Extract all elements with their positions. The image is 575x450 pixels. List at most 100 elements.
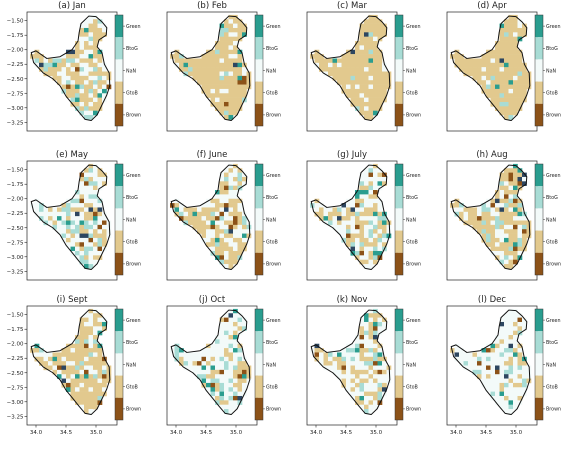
cell	[70, 378, 76, 384]
cell	[188, 58, 193, 64]
cell	[215, 45, 220, 51]
cell	[70, 84, 76, 90]
cell	[43, 216, 49, 221]
cell	[75, 400, 80, 405]
cell	[328, 71, 333, 77]
cell	[233, 181, 238, 186]
cell	[504, 409, 509, 414]
cell	[323, 352, 329, 358]
cell	[513, 220, 518, 226]
cell	[382, 382, 387, 388]
colorbar-segment	[535, 103, 543, 126]
cell	[359, 198, 365, 204]
cell	[84, 343, 89, 349]
cell	[504, 75, 509, 81]
region-outline	[30, 164, 111, 271]
cell	[219, 369, 225, 375]
cell	[75, 41, 80, 46]
cell	[88, 321, 94, 327]
cell	[102, 27, 107, 33]
cell	[517, 313, 523, 318]
cell	[355, 49, 360, 55]
colorbar-segment	[115, 59, 123, 82]
cell	[66, 58, 71, 64]
cell	[97, 211, 103, 217]
cell	[224, 75, 229, 81]
cell	[228, 259, 234, 265]
cell	[508, 313, 514, 318]
cell	[188, 71, 193, 77]
cell	[522, 23, 527, 29]
cell	[364, 400, 369, 405]
cell	[224, 404, 229, 410]
cell	[197, 75, 202, 81]
colorbar-segment	[255, 331, 263, 354]
cell	[386, 229, 392, 234]
cell	[88, 110, 94, 116]
cell	[499, 32, 505, 37]
cell	[490, 67, 496, 72]
cell	[210, 75, 216, 81]
cell	[93, 339, 98, 345]
cell	[373, 224, 378, 230]
cell	[237, 229, 243, 234]
cell	[224, 400, 229, 405]
cell	[237, 365, 243, 371]
cell	[373, 75, 378, 81]
x-tick-label: 34.5	[60, 430, 73, 436]
colorbar-segment	[115, 103, 123, 126]
cell	[382, 233, 387, 239]
colorbar-segment	[255, 59, 263, 82]
cell	[508, 88, 514, 94]
cell	[508, 62, 514, 68]
colorbar-segment	[535, 397, 543, 420]
cell	[215, 369, 220, 375]
x-tick-label: 35.0	[510, 430, 523, 436]
cell	[201, 369, 207, 375]
cell	[215, 216, 220, 221]
colorbar-segment	[395, 375, 403, 398]
cell	[382, 93, 387, 98]
cell	[242, 326, 247, 331]
cell	[201, 75, 207, 81]
cell	[79, 88, 85, 94]
cell	[346, 224, 351, 230]
cell	[373, 27, 378, 33]
cell	[102, 365, 107, 371]
cell	[332, 369, 338, 375]
cell	[70, 211, 76, 217]
cell	[228, 224, 234, 230]
cell	[522, 220, 527, 226]
cell	[52, 365, 58, 371]
cell	[201, 382, 207, 388]
cell	[102, 67, 107, 72]
cell	[382, 32, 387, 37]
cell	[508, 75, 514, 81]
cell	[350, 365, 356, 371]
cell	[206, 88, 211, 94]
cell	[364, 181, 369, 186]
cell	[513, 54, 518, 59]
cell	[359, 23, 365, 29]
cell	[84, 216, 89, 221]
cell	[504, 233, 509, 239]
cell	[490, 84, 496, 90]
cell	[499, 190, 505, 195]
cell	[102, 224, 107, 230]
cell	[97, 198, 103, 204]
region-outline	[310, 164, 391, 271]
cell	[508, 264, 514, 269]
cell	[382, 229, 387, 234]
cell	[57, 229, 62, 234]
cell	[373, 348, 378, 353]
cell	[206, 203, 211, 208]
cell	[468, 352, 473, 358]
cell	[504, 313, 509, 318]
cell	[355, 97, 360, 103]
cell	[210, 80, 216, 85]
cell	[84, 255, 89, 260]
cell	[215, 356, 220, 362]
cell	[79, 58, 85, 64]
cell	[102, 220, 107, 226]
cell	[52, 71, 58, 77]
